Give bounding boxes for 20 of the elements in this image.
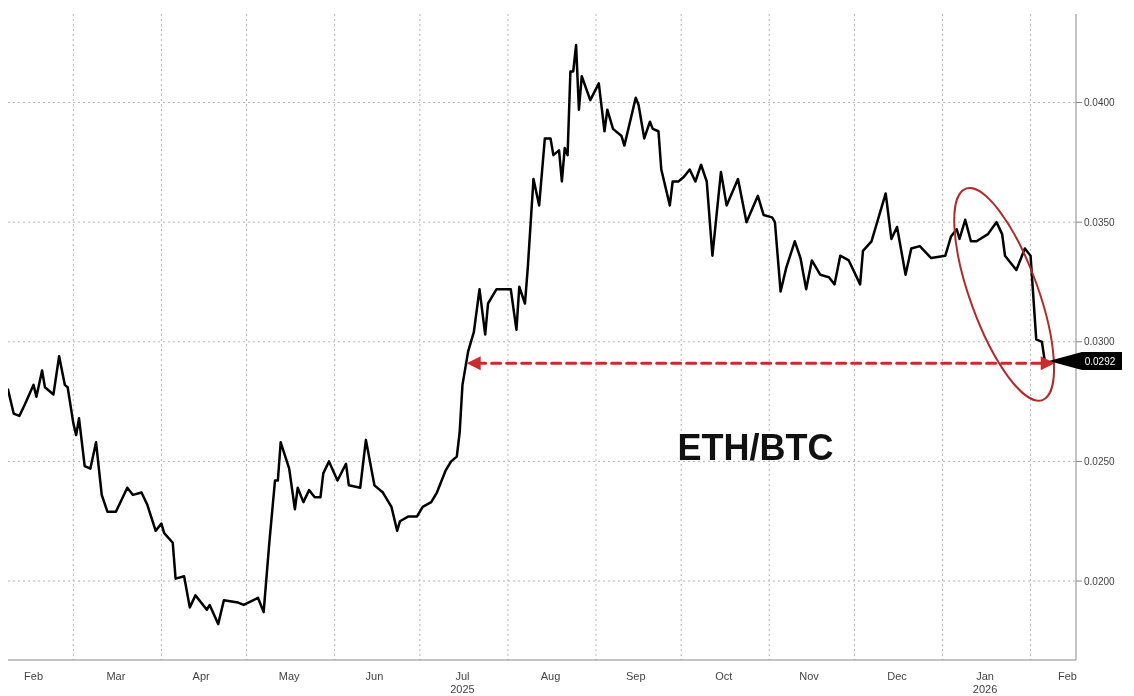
y-tick-label: 0.0350 bbox=[1084, 216, 1116, 228]
x-tick-label: Oct bbox=[715, 670, 733, 682]
x-tick-label: Jul 2025 bbox=[450, 670, 475, 695]
x-tick-label: Jun bbox=[365, 670, 384, 682]
x-tick-label: Apr bbox=[192, 670, 211, 682]
x-tick-label: Feb bbox=[24, 670, 44, 682]
x-tick-label: May bbox=[278, 670, 301, 682]
x-tick-label: Aug bbox=[540, 670, 561, 682]
x-tick-label: Feb bbox=[1057, 670, 1077, 682]
x-tick-label: Dec bbox=[887, 670, 908, 682]
y-tick-label: 0.0250 bbox=[1084, 455, 1116, 467]
y-tick-label: 0.0300 bbox=[1084, 336, 1116, 348]
x-tick-label: Sep bbox=[625, 670, 646, 682]
x-tick-label: Jan 2026 bbox=[972, 670, 998, 695]
y-tick-label: 0.0400 bbox=[1084, 97, 1116, 109]
annotation: ETH/BTC bbox=[677, 426, 834, 468]
y-tick-label: 0.0200 bbox=[1084, 575, 1116, 587]
x-tick-label: Nov bbox=[799, 670, 820, 682]
annotation: 0.0292 bbox=[1084, 355, 1116, 367]
x-tick-label: Mar bbox=[106, 670, 126, 682]
